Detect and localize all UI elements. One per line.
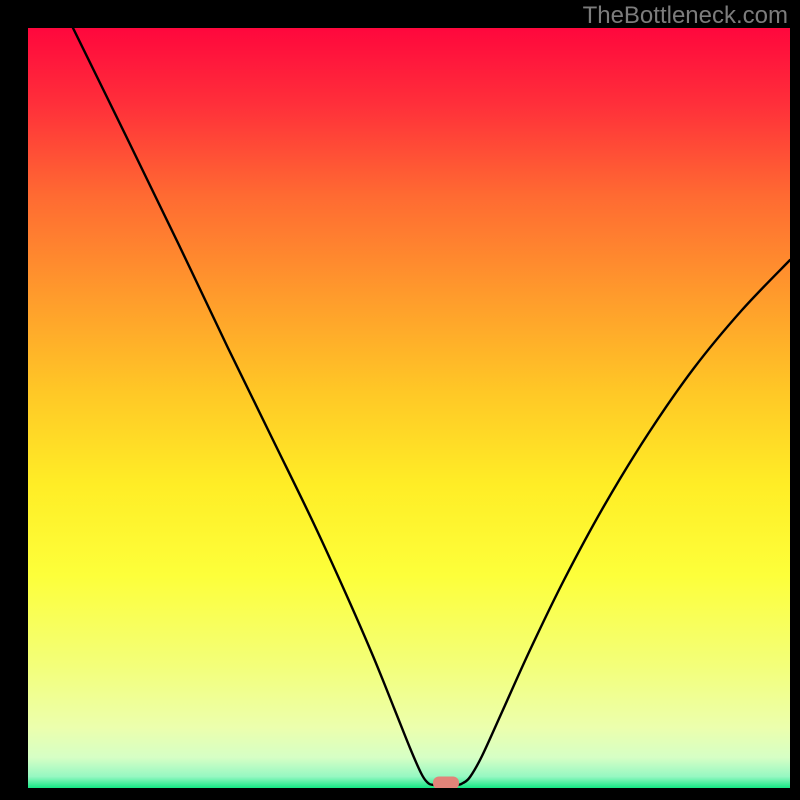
optimal-point-marker <box>433 777 459 789</box>
chart-frame: TheBottleneck.com <box>0 0 800 800</box>
plot-area <box>28 28 790 788</box>
v-curve-path <box>73 28 790 785</box>
bottleneck-curve <box>28 28 790 788</box>
watermark-text: TheBottleneck.com <box>583 2 788 30</box>
